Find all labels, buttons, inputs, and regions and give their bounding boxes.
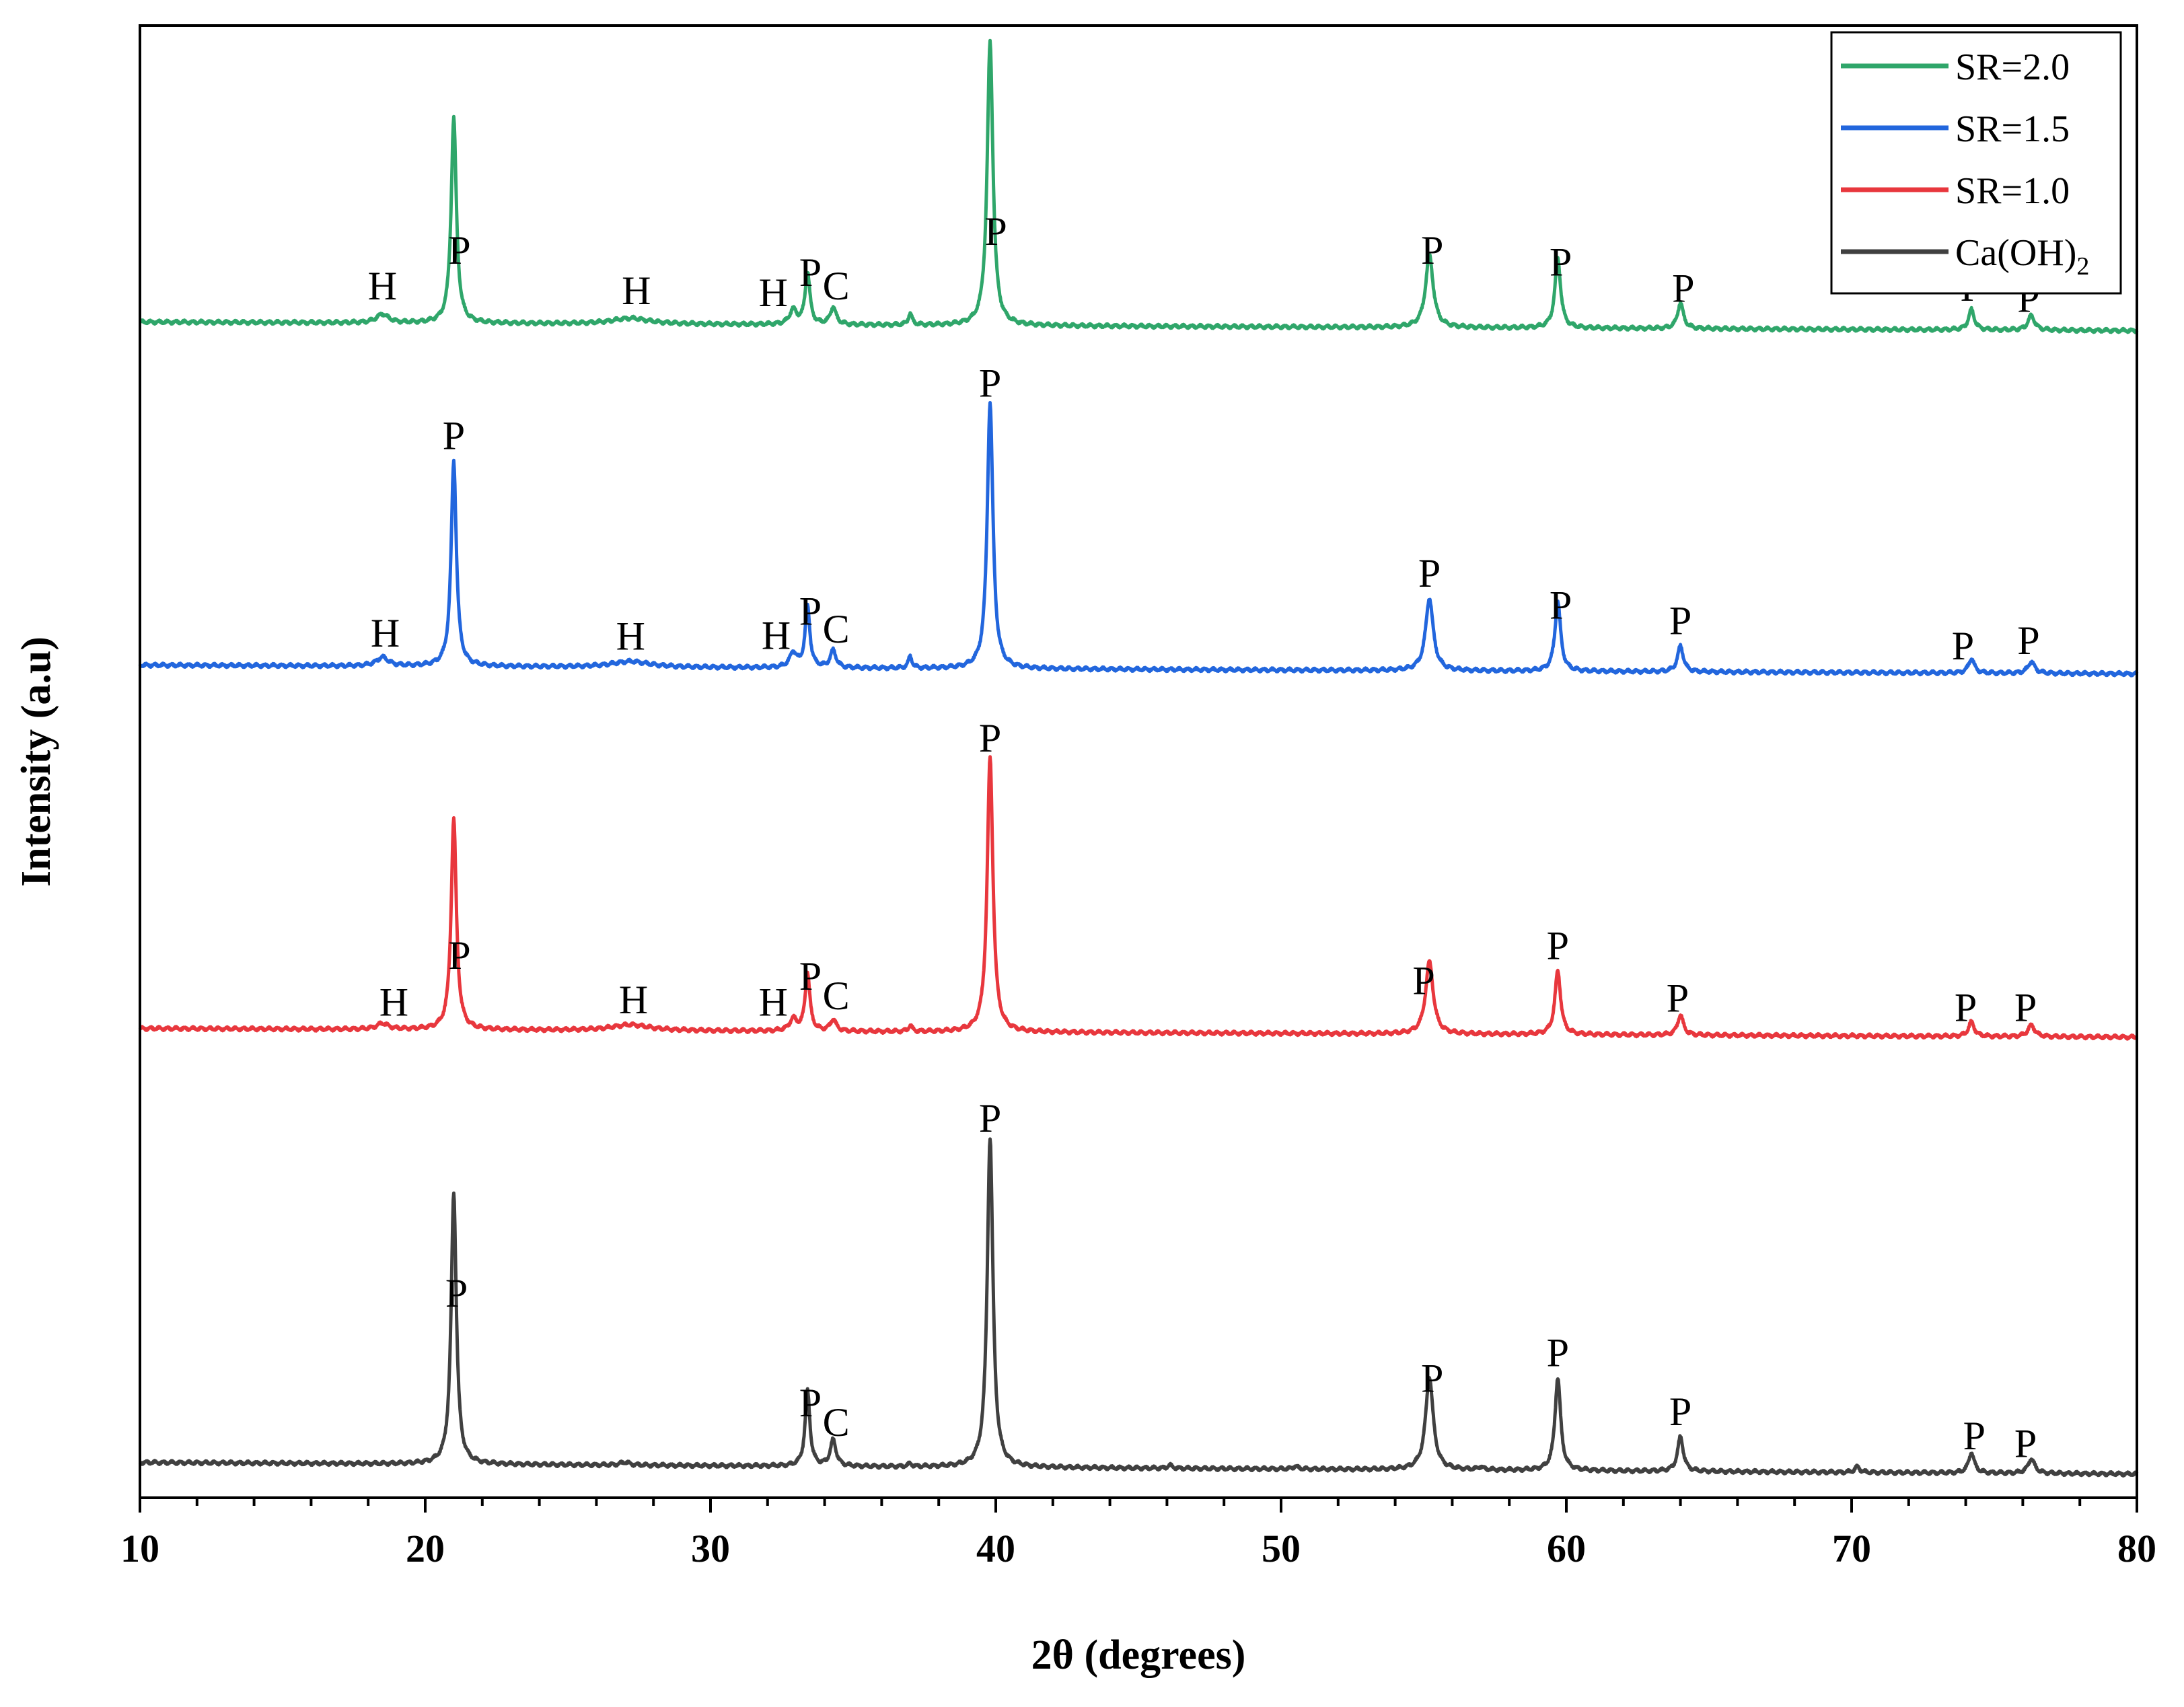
peak-label: P xyxy=(799,954,822,998)
peak-label: P xyxy=(1669,598,1691,643)
peak-label: P xyxy=(1550,240,1572,284)
peak-label: P xyxy=(443,414,465,458)
x-tick-label: 30 xyxy=(691,1527,730,1570)
peak-label: H xyxy=(619,978,648,1022)
peak-label: P xyxy=(1547,1331,1569,1375)
peak-label: P xyxy=(2014,1421,2037,1465)
series-line-3 xyxy=(138,755,2139,1041)
peak-label: P xyxy=(1952,624,1974,668)
peak-label: P xyxy=(1669,1389,1691,1434)
peak-label: P xyxy=(799,1381,822,1425)
peak-label: P xyxy=(2014,986,2037,1030)
peak-label: P xyxy=(799,589,822,633)
peak-label: P xyxy=(2017,618,2039,663)
series-line-4 xyxy=(138,1137,2139,1478)
peak-label: C xyxy=(823,607,850,651)
peak-label: P xyxy=(1412,959,1434,1003)
peak-label: P xyxy=(979,716,1001,760)
peak-label: P xyxy=(979,1096,1001,1140)
peak-label: P xyxy=(448,933,470,978)
x-tick-label: 70 xyxy=(1832,1527,1871,1570)
peak-label: C xyxy=(823,1400,850,1445)
x-tick-label: 80 xyxy=(2117,1527,2156,1570)
peak-label: P xyxy=(799,250,822,295)
peak-label: H xyxy=(379,980,408,1025)
x-tick-label: 10 xyxy=(120,1527,159,1570)
peak-label: H xyxy=(616,614,645,659)
peak-label: H xyxy=(622,268,651,313)
legend-label: SR=1.5 xyxy=(1955,108,2070,150)
peak-label: H xyxy=(368,264,397,308)
peak-label: P xyxy=(1955,985,1977,1029)
peak-label: P xyxy=(1421,228,1443,273)
peak-label: P xyxy=(1421,1356,1443,1400)
peak-label: H xyxy=(762,613,791,657)
peak-label: P xyxy=(448,228,470,273)
x-axis-label: 2θ (degrees) xyxy=(1031,1632,1246,1678)
legend-label-subscript: 2 xyxy=(2076,252,2089,281)
legend-label: Ca(OH)2 xyxy=(1955,232,2089,281)
peak-label: P xyxy=(445,1271,468,1315)
peak-label: H xyxy=(371,611,400,655)
peak-label: P xyxy=(1547,924,1569,968)
x-tick-label: 40 xyxy=(976,1527,1015,1570)
peak-label: P xyxy=(984,209,1007,254)
x-tick-label: 50 xyxy=(1262,1527,1301,1570)
peak-label: H xyxy=(759,270,788,315)
peak-label: P xyxy=(979,361,1001,406)
series-line-2 xyxy=(138,401,2139,678)
peak-label: P xyxy=(1672,266,1694,310)
legend: SR=2.0 SR=1.5 SR=1.0 Ca(OH)2 xyxy=(1830,31,2122,295)
x-tick-label: 20 xyxy=(406,1527,445,1570)
peak-label: P xyxy=(1418,551,1441,595)
legend-label: SR=1.0 xyxy=(1955,170,2070,212)
y-axis-label: Intensity (a.u) xyxy=(13,637,59,887)
peak-label: P xyxy=(1963,1414,1986,1458)
x-tick-label: 60 xyxy=(1547,1527,1586,1570)
peak-label: H xyxy=(759,980,788,1024)
peak-label: C xyxy=(823,974,850,1018)
peak-label: C xyxy=(823,264,850,308)
plot-frame xyxy=(139,24,2138,1499)
peak-label: P xyxy=(1667,976,1689,1020)
peak-label: P xyxy=(1550,583,1572,627)
legend-label: SR=2.0 xyxy=(1955,46,2070,88)
series-line-1 xyxy=(138,38,2139,334)
